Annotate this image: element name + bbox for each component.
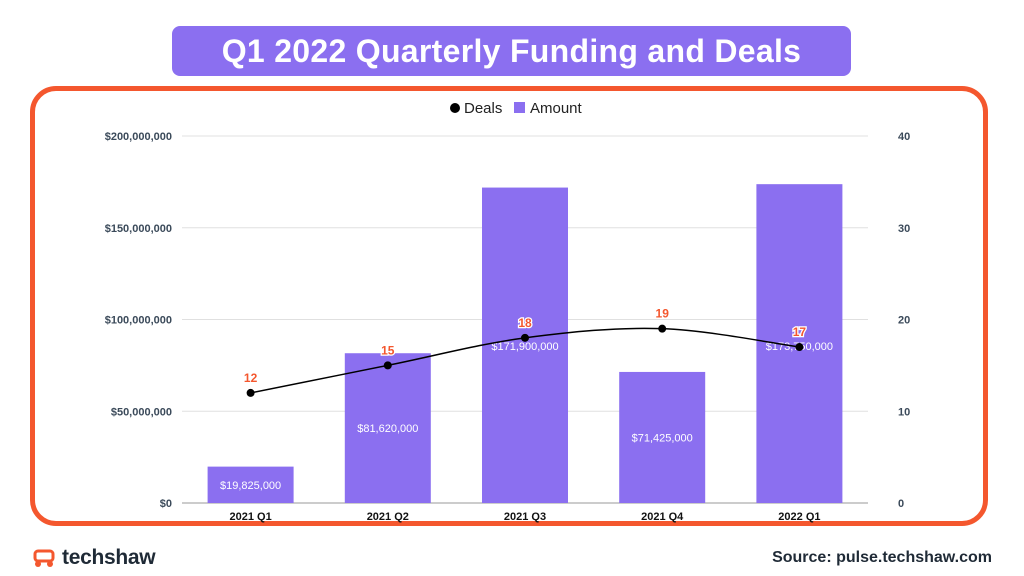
deals-point (795, 343, 804, 352)
deals-value-label: 19 (656, 307, 670, 321)
left-tick-label: $200,000,000 (105, 131, 172, 143)
bar-value-label: $71,425,000 (632, 432, 693, 444)
left-tick-label: $0 (160, 498, 172, 510)
deals-value-label: 12 (244, 371, 258, 385)
scooter-logo-icon (33, 549, 55, 567)
axes-group: $0 $50,000,000 $100,000,000 $150,000,000 $20… (105, 131, 911, 523)
deals-value-label: 15 (381, 343, 395, 357)
left-tick-label: $150,000,000 (105, 223, 172, 235)
category-label: 2022 Q1 (778, 511, 820, 523)
right-tick-label: 10 (898, 406, 910, 418)
legend-amount-label: Amount (530, 100, 583, 117)
bar-value-label: $81,620,000 (357, 423, 418, 435)
bar-2021-q4 (619, 371, 706, 503)
deals-point (521, 333, 529, 342)
page-title: Q1 2022 Quarterly Funding and Deals (172, 26, 851, 76)
legend-amount-swatch (514, 102, 525, 113)
deals-line-group: 12 15 18 19 17 (243, 305, 808, 397)
bar-value-label: $19,825,000 (220, 480, 281, 492)
legend-deals-marker (450, 103, 460, 113)
category-label: 2021 Q3 (504, 511, 546, 523)
category-label: 2021 Q4 (641, 511, 684, 523)
legend-deals-label: Deals (464, 100, 502, 117)
left-tick-label: $50,000,000 (111, 406, 172, 418)
bar-2021-q1 (207, 466, 294, 503)
right-tick-label: 30 (898, 223, 910, 235)
chart-legend: Deals Amount (450, 100, 583, 117)
deals-value-label: 17 (793, 325, 807, 339)
left-tick-label: $100,000,000 (105, 315, 172, 327)
right-tick-label: 40 (898, 131, 910, 143)
source-note: Source: pulse.techshaw.com (772, 549, 992, 566)
brand-logo: techshaw (32, 546, 156, 570)
category-label: 2021 Q2 (367, 511, 409, 523)
deals-value-label: 18 (518, 316, 532, 330)
deals-point (658, 324, 667, 333)
bar-2021-q3 (482, 187, 568, 503)
bar-2021-q2 (344, 353, 431, 503)
deals-point (383, 361, 392, 370)
deals-point (246, 388, 255, 397)
brand-name: techshaw (62, 546, 156, 569)
right-tick-label: 20 (898, 315, 910, 327)
bar-value-label: $171,900,000 (491, 341, 558, 353)
right-tick-label: 0 (898, 498, 904, 510)
bars-group: $19,825,000 $81,620,000 $171,900,000 $71,42… (207, 184, 843, 503)
category-label: 2021 Q1 (229, 511, 271, 523)
